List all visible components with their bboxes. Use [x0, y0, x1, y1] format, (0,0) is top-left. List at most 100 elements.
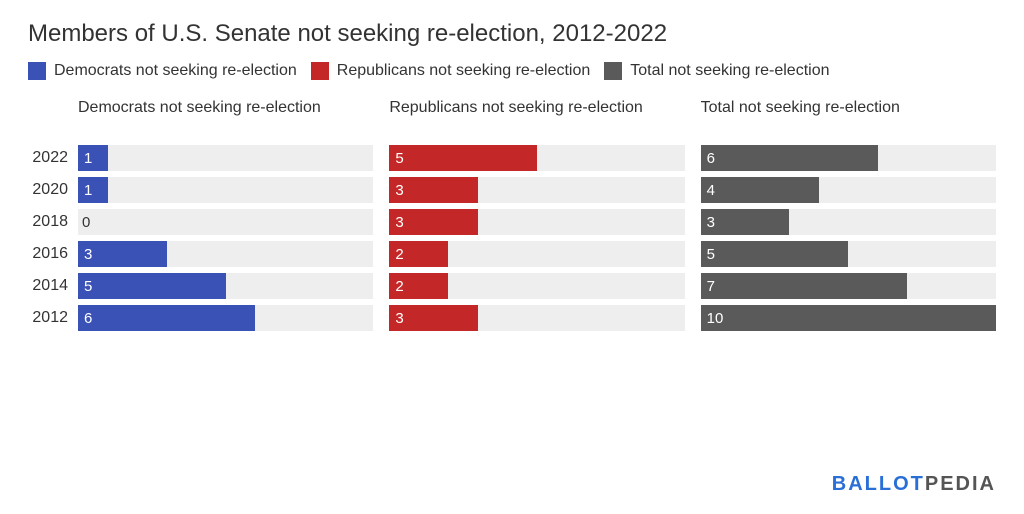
- bar-fill: 6: [701, 145, 878, 171]
- bar-track: 1: [78, 145, 373, 171]
- bar-row: 0: [78, 206, 373, 238]
- bar-fill: 3: [389, 177, 478, 203]
- bar-fill: 5: [389, 145, 537, 171]
- bar-track: 3: [78, 241, 373, 267]
- y-axis: 202220202018201620142012: [28, 98, 78, 334]
- bar-row: 5: [78, 270, 373, 302]
- bar-track: 1: [78, 177, 373, 203]
- bar-track: 3: [389, 177, 684, 203]
- bar-value: 3: [78, 246, 92, 263]
- bar-value: 1: [78, 182, 92, 199]
- legend: Democrats not seeking re-election Republi…: [28, 62, 996, 80]
- bar-value: 10: [701, 310, 724, 327]
- legend-item: Total not seeking re-election: [604, 62, 829, 80]
- legend-swatch: [311, 62, 329, 80]
- bar-fill: 5: [78, 273, 226, 299]
- chart-panel: Total not seeking re-election 6 4 3 5 7 10: [701, 98, 996, 334]
- bar-value: 2: [389, 278, 403, 295]
- bar-fill: 1: [78, 177, 108, 203]
- bar-value: 5: [78, 278, 92, 295]
- panels: Democrats not seeking re-election110356R…: [78, 98, 996, 334]
- chart-panel: Democrats not seeking re-election 1 1 0 3 5 6: [78, 98, 373, 334]
- bar-value: 3: [701, 214, 715, 231]
- bar-row: 3: [389, 174, 684, 206]
- bar-fill: 7: [701, 273, 908, 299]
- year-label: 2018: [28, 206, 78, 238]
- bar-fill: 2: [389, 273, 448, 299]
- bar-fill: 5: [701, 241, 849, 267]
- bar-value: 6: [701, 150, 715, 167]
- bar-track: 2: [389, 241, 684, 267]
- bar-group: 6 4 3 5 7 10: [701, 142, 996, 334]
- bar-row: 4: [701, 174, 996, 206]
- panel-header: Total not seeking re-election: [701, 98, 996, 142]
- legend-label: Total not seeking re-election: [630, 62, 829, 80]
- bar-value: 1: [78, 150, 92, 167]
- bar-track: 2: [389, 273, 684, 299]
- bar-value: 2: [389, 246, 403, 263]
- bar-row: 3: [389, 302, 684, 334]
- bar-value: 7: [701, 278, 715, 295]
- bar-row: 5: [701, 238, 996, 270]
- bar-track: 10: [701, 305, 996, 331]
- bar-value: 3: [389, 182, 403, 199]
- bar-row: 7: [701, 270, 996, 302]
- bar-track: 5: [78, 273, 373, 299]
- bar-fill: 3: [701, 209, 790, 235]
- panel-header: Democrats not seeking re-election: [78, 98, 373, 142]
- panel-header: Republicans not seeking re-election: [389, 98, 684, 142]
- bar-value: 3: [389, 214, 403, 231]
- bar-value: 4: [701, 182, 715, 199]
- bar-fill: 10: [701, 305, 996, 331]
- logo-part1: BALLOT: [832, 473, 925, 495]
- bar-fill: 2: [389, 241, 448, 267]
- logo-part2: PEDIA: [925, 473, 996, 495]
- year-label: 2012: [28, 302, 78, 334]
- bar-track: 6: [78, 305, 373, 331]
- bar-value: 6: [78, 310, 92, 327]
- bar-track: 6: [701, 145, 996, 171]
- bar-fill: 3: [389, 305, 478, 331]
- legend-item: Democrats not seeking re-election: [28, 62, 297, 80]
- bar-fill: 1: [78, 145, 108, 171]
- bar-track: 5: [701, 241, 996, 267]
- chart-title: Members of U.S. Senate not seeking re-el…: [28, 20, 996, 48]
- bar-group: 1 1 0 3 5 6: [78, 142, 373, 334]
- bar-fill: 3: [78, 241, 167, 267]
- bar-row: 1: [78, 174, 373, 206]
- bar-group: 5 3 3 2 2 3: [389, 142, 684, 334]
- bar-track: 4: [701, 177, 996, 203]
- bar-fill: 6: [78, 305, 255, 331]
- bar-track: 7: [701, 273, 996, 299]
- bar-value: 5: [389, 150, 403, 167]
- chart-panel: Republicans not seeking re-election 5 3 3 2 2…: [389, 98, 684, 334]
- bar-value: 3: [389, 310, 403, 327]
- year-label: 2014: [28, 270, 78, 302]
- bar-row: 3: [389, 206, 684, 238]
- bar-track: 3: [389, 305, 684, 331]
- legend-swatch: [28, 62, 46, 80]
- bar-track: 0: [78, 209, 373, 235]
- bar-row: 2: [389, 238, 684, 270]
- year-label: 2020: [28, 174, 78, 206]
- legend-swatch: [604, 62, 622, 80]
- year-label: 2022: [28, 142, 78, 174]
- year-label: 2016: [28, 238, 78, 270]
- bar-track: 5: [389, 145, 684, 171]
- bar-fill: 3: [389, 209, 478, 235]
- bar-row: 10: [701, 302, 996, 334]
- bar-row: 5: [389, 142, 684, 174]
- bar-row: 1: [78, 142, 373, 174]
- bar-value: 0: [78, 214, 90, 231]
- chart-area: 202220202018201620142012 Democrats not s…: [28, 98, 996, 334]
- bar-row: 3: [78, 238, 373, 270]
- bar-row: 3: [701, 206, 996, 238]
- bar-track: 3: [701, 209, 996, 235]
- legend-label: Democrats not seeking re-election: [54, 62, 297, 80]
- legend-label: Republicans not seeking re-election: [337, 62, 590, 80]
- bar-value: 5: [701, 246, 715, 263]
- bar-fill: 4: [701, 177, 819, 203]
- legend-item: Republicans not seeking re-election: [311, 62, 590, 80]
- source-logo: BALLOTPEDIA: [832, 473, 996, 496]
- bar-row: 6: [701, 142, 996, 174]
